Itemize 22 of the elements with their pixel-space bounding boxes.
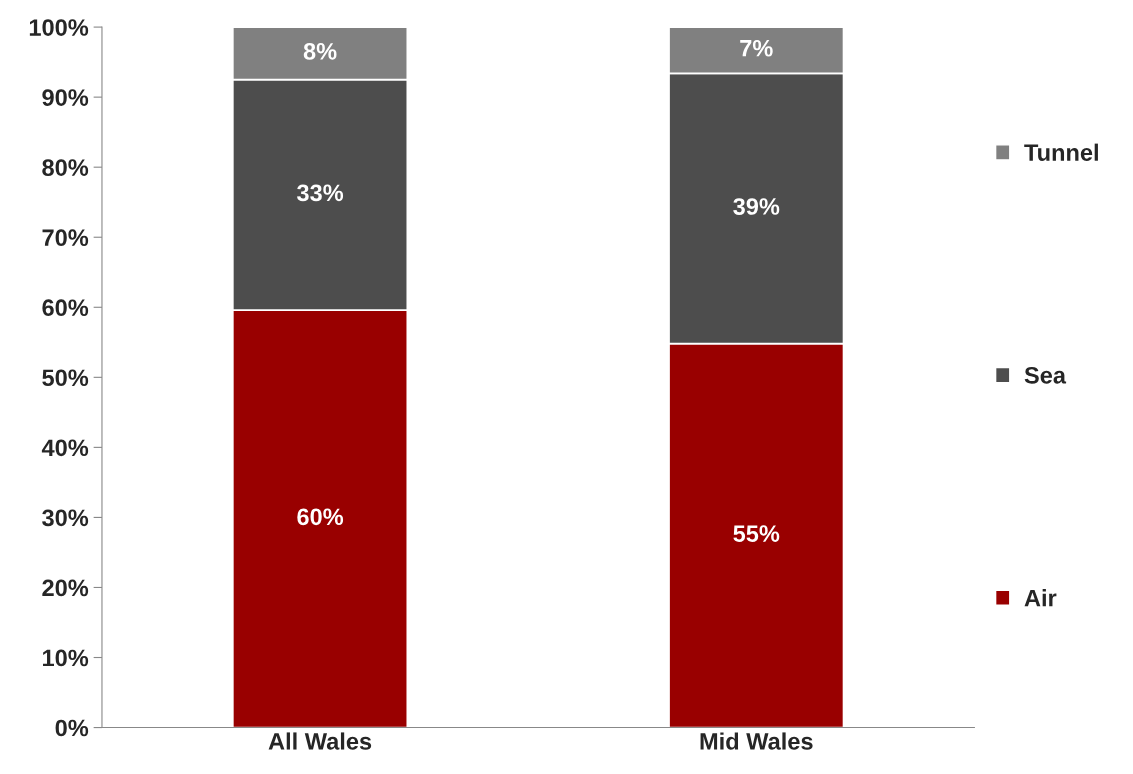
- legend-label: Sea: [1024, 366, 1067, 384]
- y-tick-label: 80%: [42, 159, 89, 176]
- x-tick-label: Mid Wales: [700, 732, 813, 750]
- y-tick-label: 90%: [42, 89, 89, 106]
- data-label: 8%: [303, 42, 337, 60]
- data-label: 55%: [733, 525, 780, 542]
- y-tick-label: 20%: [42, 579, 89, 597]
- y-tick-label: 70%: [42, 229, 89, 247]
- data-label: 33%: [296, 184, 344, 202]
- data-label: 7%: [740, 39, 773, 57]
- x-tick-label: All Wales: [268, 732, 372, 750]
- data-label: 60%: [297, 508, 344, 526]
- y-tick-label: 30%: [42, 509, 89, 527]
- legend-label: Air: [1024, 589, 1057, 607]
- data-label: 39%: [733, 198, 780, 215]
- y-tick-label: 50%: [42, 369, 89, 387]
- y-tick-label: 40%: [41, 439, 89, 457]
- y-tick-label: 10%: [43, 649, 89, 667]
- y-tick-label: 0%: [55, 719, 89, 737]
- legend-label: Tunnel: [1024, 143, 1098, 161]
- y-tick-label: 100%: [29, 19, 89, 36]
- y-tick-label: 60%: [42, 299, 89, 317]
